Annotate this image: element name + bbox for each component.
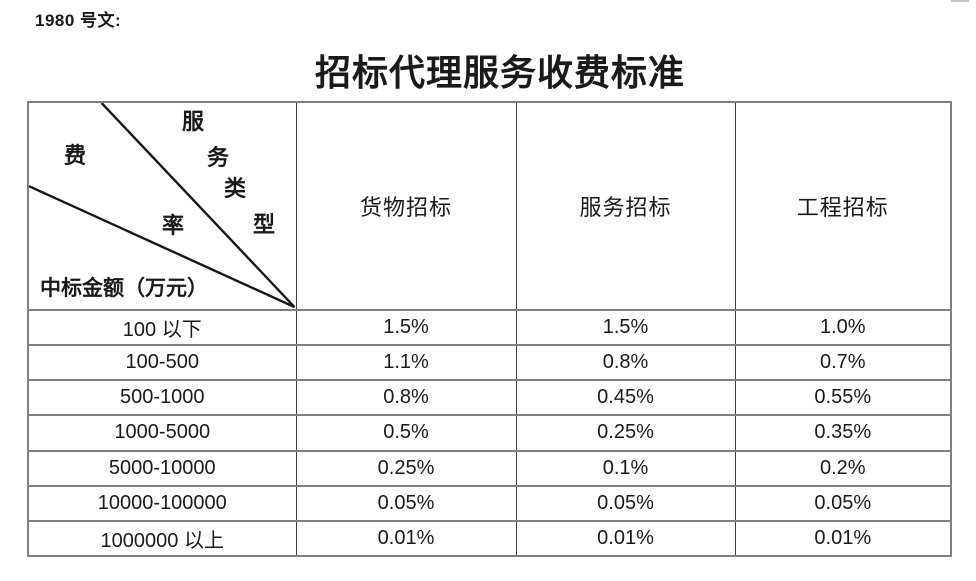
- column-header-service: 服务招标: [515, 101, 736, 311]
- rate-cell: 0.7%: [734, 344, 952, 382]
- rate-cell: 0.25%: [295, 449, 517, 487]
- rate-cell: 1.5%: [295, 308, 517, 347]
- header-row: 服 务 类 型 费 率 中标金额（万元） 货物招标 服务招标 工程招标: [27, 101, 952, 311]
- table-row: 500-1000 0.8% 0.45% 0.55%: [27, 379, 952, 417]
- table-row: 100 以下 1.5% 1.5% 1.0%: [27, 308, 952, 347]
- fee-table-body: 100 以下 1.5% 1.5% 1.0% 100-500 1.1% 0.8% 0.7% 500…: [27, 308, 952, 558]
- rate-cell: 0.05%: [515, 484, 736, 522]
- column-header-engineering: 工程招标: [734, 101, 952, 311]
- amount-range-cell: 500-1000: [27, 379, 297, 417]
- amount-range-cell: 5000-10000: [27, 449, 297, 487]
- table-row: 5000-10000 0.25% 0.1% 0.2%: [27, 449, 952, 487]
- rate-cell: 0.8%: [515, 344, 736, 382]
- rate-cell: 1.1%: [295, 344, 517, 382]
- rate-cell: 0.2%: [734, 449, 952, 487]
- rate-cell: 0.5%: [295, 414, 517, 452]
- rate-cell: 0.1%: [515, 449, 736, 487]
- amount-axis-label: 中标金额（万元）: [40, 276, 208, 300]
- column-header-goods: 货物招标: [295, 101, 517, 311]
- corner-service-type-char: 务: [207, 145, 230, 170]
- rate-cell: 0.35%: [734, 414, 952, 452]
- rate-cell: 0.45%: [515, 379, 736, 417]
- diagonal-lines: [29, 104, 295, 308]
- rate-cell: 0.55%: [734, 379, 952, 417]
- rate-cell: 1.0%: [734, 308, 952, 347]
- corner-service-type-char: 型: [253, 212, 276, 237]
- rate-cell: 0.05%: [295, 484, 517, 522]
- amount-range-cell: 10000-100000: [27, 484, 297, 522]
- amount-range-cell: 100-500: [27, 344, 297, 382]
- table-row: 100-500 1.1% 0.8% 0.7%: [27, 344, 952, 382]
- rate-cell: 0.01%: [734, 519, 952, 558]
- corner-fee-rate-char: 费: [64, 143, 87, 168]
- doc-ref-label: 1980 号文:: [35, 11, 122, 30]
- fee-standard-table: 服 务 类 型 费 率 中标金额（万元） 货物招标 服务招标 工程招标 100 …: [27, 101, 952, 558]
- rate-cell: 0.05%: [734, 484, 952, 522]
- rate-cell: 1.5%: [515, 308, 736, 347]
- screen-edge-artifact: [951, 0, 969, 2]
- corner-service-type-char: 类: [224, 176, 247, 201]
- amount-range-cell: 100 以下: [27, 308, 297, 347]
- rate-cell: 0.8%: [295, 379, 517, 417]
- corner-fee-rate-char: 率: [162, 213, 185, 238]
- rate-cell: 0.25%: [515, 414, 736, 452]
- page-title: 招标代理服务收费标准: [314, 53, 685, 93]
- rate-cell: 0.01%: [515, 519, 736, 558]
- table-row: 1000000 以上 0.01% 0.01% 0.01%: [27, 519, 952, 558]
- rate-cell: 0.01%: [295, 519, 517, 558]
- diagonal-corner-cell: 服 务 类 型 费 率 中标金额（万元）: [27, 101, 297, 311]
- table-row: 1000-5000 0.5% 0.25% 0.35%: [27, 414, 952, 452]
- table-row: 10000-100000 0.05% 0.05% 0.05%: [27, 484, 952, 522]
- corner-service-type-char: 服: [182, 109, 205, 134]
- amount-range-cell: 1000-5000: [27, 414, 297, 452]
- amount-range-cell: 1000000 以上: [27, 519, 297, 558]
